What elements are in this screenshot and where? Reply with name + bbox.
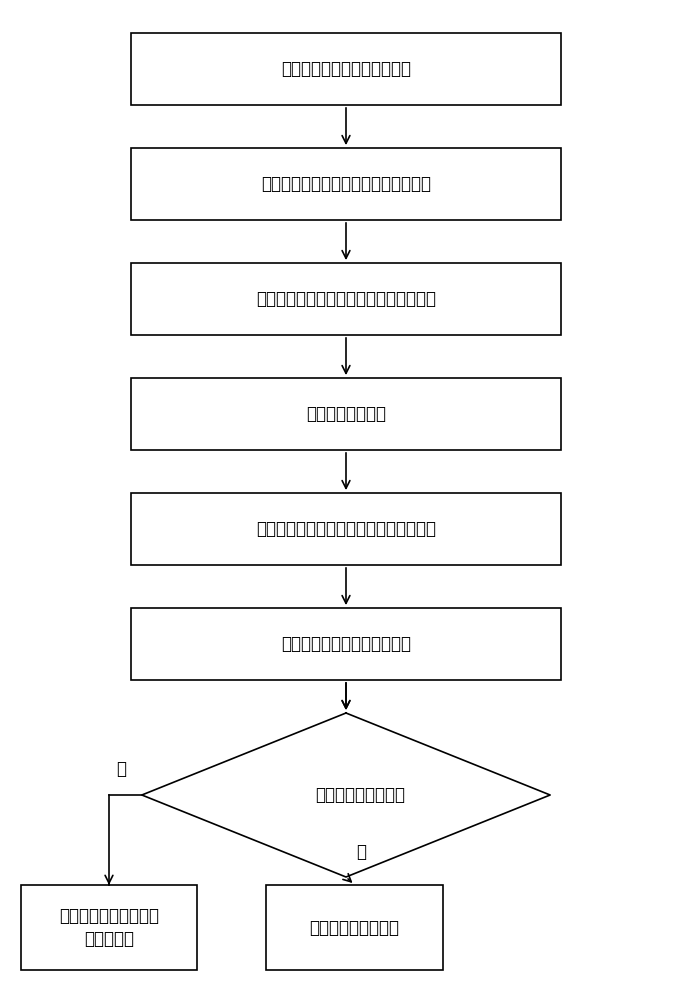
Bar — [266, 885, 443, 970]
Text: 加热上面层铣刨料: 加热上面层铣刨料 — [306, 405, 386, 423]
Text: 对沥青中面层进行就地热再生施工并压实: 对沥青中面层进行就地热再生施工并压实 — [256, 290, 436, 308]
Text: 对复拌混合料进行摊铺和压实: 对复拌混合料进行摊铺和压实 — [281, 635, 411, 653]
Bar — [131, 608, 561, 680]
Text: 原沥青路面老化严重: 原沥青路面老化严重 — [315, 786, 405, 804]
Bar — [131, 148, 561, 220]
Bar — [131, 378, 561, 450]
Bar — [21, 885, 197, 970]
Text: 压实得到再生上面层后
喷洒雾封层: 压实得到再生上面层后 喷洒雾封层 — [59, 907, 159, 948]
Bar — [131, 263, 561, 335]
Bar — [131, 493, 561, 565]
Bar — [131, 33, 561, 105]
Text: 摊铺罩面材料并压实: 摊铺罩面材料并压实 — [309, 918, 400, 936]
Text: 将沥青上面层铣刨料收集到运输车辆中: 将沥青上面层铣刨料收集到运输车辆中 — [261, 175, 431, 193]
Text: 对沥青上面层进行热铣刨材料: 对沥青上面层进行热铣刨材料 — [281, 60, 411, 78]
Text: 加入新料和路面温再生混合材料进行复拌: 加入新料和路面温再生混合材料进行复拌 — [256, 520, 436, 538]
Text: 否: 否 — [116, 760, 126, 778]
Text: 是: 是 — [356, 843, 366, 861]
